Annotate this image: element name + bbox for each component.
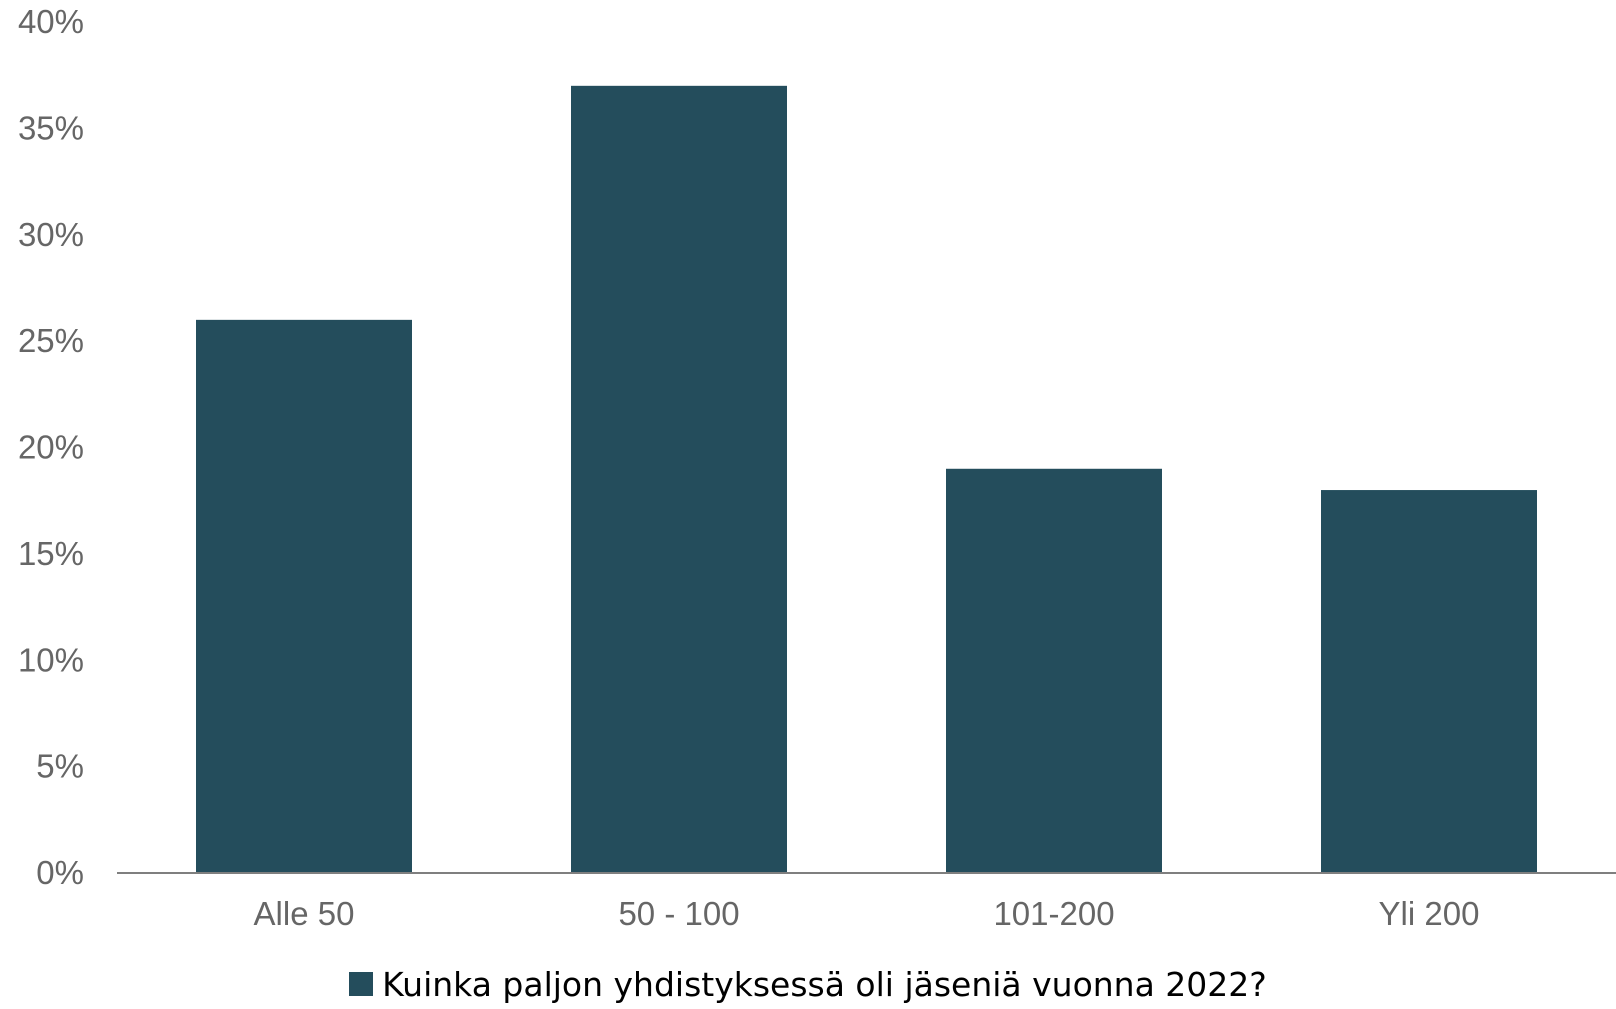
legend-swatch xyxy=(349,972,374,996)
x-tick-label: Alle 50 xyxy=(254,895,355,932)
y-tick-label: 30% xyxy=(18,216,84,253)
bar xyxy=(571,85,787,873)
bar xyxy=(1321,490,1537,873)
y-tick-label: 25% xyxy=(18,322,84,359)
y-tick-label: 35% xyxy=(18,109,84,146)
bar xyxy=(196,319,412,874)
y-tick-label: 10% xyxy=(18,641,84,678)
y-tick-label: 5% xyxy=(36,748,84,785)
bars xyxy=(196,85,1537,874)
x-tick-label: 101-200 xyxy=(993,895,1114,932)
y-tick-label: 15% xyxy=(18,535,84,572)
x-tick-label: Yli 200 xyxy=(1379,895,1480,932)
y-tick-label: 20% xyxy=(18,429,84,466)
legend: Kuinka paljon yhdistyksessä oli jäseniä … xyxy=(0,962,1616,1006)
x-axis-labels: Alle 50 50 - 100 101-200 Yli 200 xyxy=(254,895,1480,932)
y-tick-label: 40% xyxy=(18,3,84,40)
legend-label: Kuinka paljon yhdistyksessä oli jäseniä … xyxy=(382,964,1267,1004)
y-axis-ticks: 0% 5% 10% 15% 20% 25% 30% 35% 40% xyxy=(18,3,84,891)
bar xyxy=(946,468,1162,873)
y-tick-label: 0% xyxy=(36,854,84,891)
x-tick-label: 50 - 100 xyxy=(618,895,739,932)
